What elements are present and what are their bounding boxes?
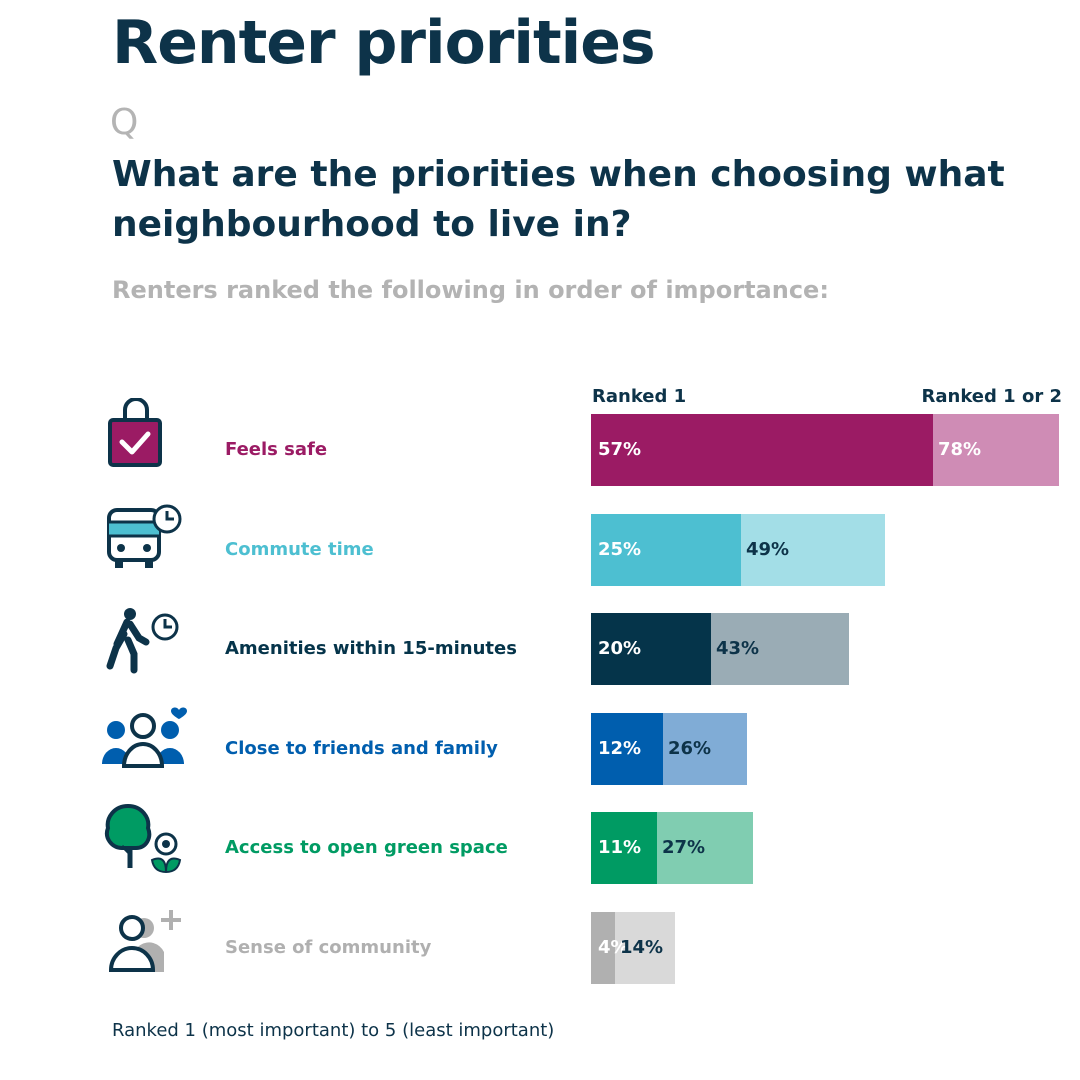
legend-ranked-1-or-2: Ranked 1 or 2: [921, 386, 1063, 407]
page-title: Renter priorities: [112, 8, 656, 78]
person-add-icon: [108, 910, 181, 972]
bar-ranked-1: [591, 414, 933, 486]
bar-ranked-1: [591, 713, 663, 785]
bar-ranked-1: [591, 613, 711, 685]
category-label: Amenities within 15-minutes: [225, 638, 517, 659]
people-heart-icon: [102, 707, 187, 768]
legend-ranked-1: Ranked 1: [592, 386, 687, 407]
value-label-ranked-1-or-2: 78%: [938, 439, 982, 460]
value-label-ranked-1-or-2: 26%: [668, 738, 712, 759]
bar-ranked-1: [591, 912, 615, 984]
bus-clock-icon: [107, 504, 182, 568]
value-label-ranked-1-or-2: 43%: [716, 638, 760, 659]
lock-check-icon: [108, 398, 162, 467]
chart-subtitle: Renters ranked the following in order of…: [112, 276, 829, 304]
category-label: Access to open green space: [225, 837, 508, 858]
value-label-ranked-1: 25%: [598, 539, 642, 560]
category-label: Sense of community: [225, 937, 432, 958]
bar-ranked-1: [591, 812, 657, 884]
tree-flower-icon: [105, 803, 182, 874]
value-label-ranked-1-or-2: 27%: [662, 837, 706, 858]
value-label-ranked-1: 4%: [598, 937, 629, 958]
bar-ranked-1: [591, 514, 741, 586]
question-text: What are the priorities when choosing wh…: [112, 154, 1005, 245]
category-label: Feels safe: [225, 439, 328, 460]
question-marker: Q: [110, 102, 139, 143]
value-label-ranked-1-or-2: 49%: [746, 539, 790, 560]
chart-footnote: Ranked 1 (most important) to 5 (least im…: [112, 1020, 555, 1041]
category-label: Close to friends and family: [225, 738, 498, 759]
walking-clock-icon: [106, 608, 179, 674]
category-label: Commute time: [225, 539, 374, 560]
value-label-ranked-1: 11%: [598, 837, 642, 858]
value-label-ranked-1: 57%: [598, 439, 642, 460]
value-label-ranked-1-or-2: 14%: [620, 937, 664, 958]
value-label-ranked-1: 20%: [598, 638, 642, 659]
value-label-ranked-1: 12%: [598, 738, 642, 759]
